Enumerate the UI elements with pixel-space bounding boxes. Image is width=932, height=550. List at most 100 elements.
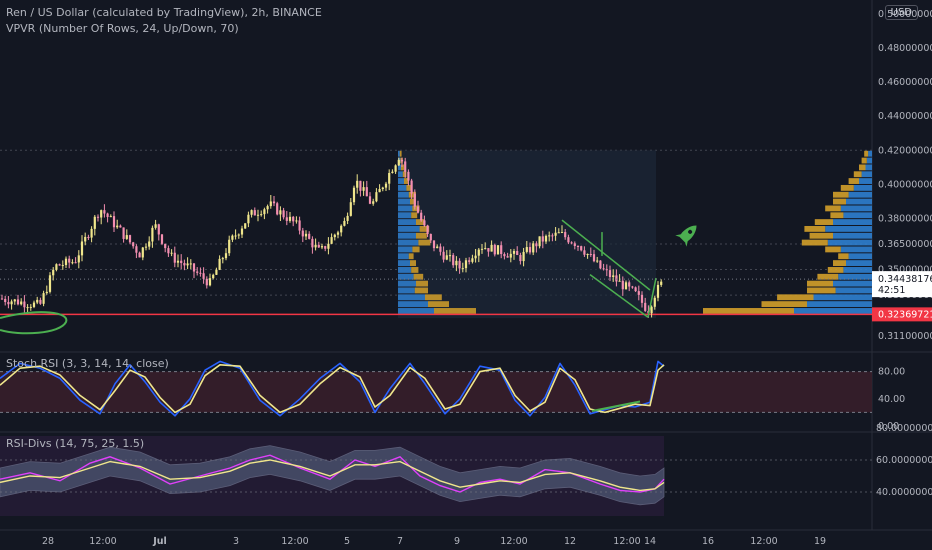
support-price-box [872,307,932,322]
candle-body [532,243,535,253]
candle-body [218,258,221,270]
y-tick-label: 0.36500000 [878,239,932,250]
x-tick-label: 12 [564,536,576,547]
x-tick-label: 14 [644,536,656,547]
candle-body [519,254,522,262]
candle-body [429,233,432,241]
candle-body [621,280,624,290]
candle-body [541,236,544,242]
candle-body [458,260,461,269]
visible-vp-down-bar [801,239,828,246]
visible-vp-up-bar [807,301,872,308]
stoch-series-line [0,360,665,417]
candle-body [192,263,196,272]
trendline-upper [561,219,651,291]
candle-body [116,225,119,228]
range-vp-up-bar [398,260,410,267]
visible-vp-up-bar [835,287,872,294]
candle-body [13,299,16,302]
candle-body [356,180,359,188]
candle-body [154,224,157,228]
range-vp-down-bar [404,178,409,184]
visible-vp-up-bar [859,178,872,184]
candle-body [170,252,173,254]
candle-body [509,253,512,258]
stoch-y-tick: 80.00 [878,367,905,378]
candle-body [250,210,253,215]
candle-body [144,246,148,248]
candle-body [496,245,500,255]
candle-body [452,255,455,266]
candle-body [327,243,330,249]
visible-vp-up-bar [843,267,872,273]
range-vp-down-bar [410,198,416,205]
range-vp-down-bar [411,267,419,273]
candle-body [436,246,439,249]
range-vp-up-bar [398,191,409,198]
range-vp-up-bar [398,232,416,239]
rsi-divs-label[interactable]: RSI-Divs (14, 75, 25, 1.5) [6,437,145,450]
candle-body [20,301,23,305]
candle-body [314,244,317,248]
stoch-series-line [0,364,665,414]
visible-vp-down-bar [827,267,844,273]
candle-body [506,256,509,258]
candle-body [45,291,48,294]
candle-body [557,232,560,234]
candle-body [164,243,167,249]
candle-body [253,210,256,216]
visible-vp-down-bar [848,178,859,184]
candle-body [119,225,122,228]
candle-body [125,235,128,239]
candle-body [426,225,429,234]
stoch-rsi-label[interactable]: Stoch RSI (3, 3, 14, 14, close) [6,357,169,370]
stoch-y-tick: 40.00 [878,394,905,405]
candle-body [36,299,39,303]
candle-body [199,272,202,274]
range-vp-down-bar [413,273,424,280]
candle-body [640,294,644,303]
candle-body [122,227,125,239]
candle-body [400,159,404,162]
candle-body [391,171,394,173]
candle-body [23,301,26,308]
visible-vp-down-bar [838,253,849,260]
candle-body [615,275,618,282]
candle-body [77,255,80,263]
rocket-body [679,225,697,243]
candle-body [212,274,215,279]
visible-vp-down-bar [807,280,833,287]
candle-body [132,242,135,247]
candle-body [567,237,570,243]
candle-body [592,254,596,262]
candle-body [186,263,189,266]
vpvr-indicator-label[interactable]: VPVR (Number Of Rows, 24, Up/Down, 70) [6,22,239,35]
candle-body [48,275,52,292]
candle-body [141,247,144,258]
candle-body [90,228,93,238]
candle-body [279,210,282,215]
candle-body [256,214,260,216]
candle-body [448,255,452,257]
rocket-fin [675,234,688,247]
candle-body [234,235,237,237]
currency-button[interactable]: USD [884,5,918,20]
candle-body [439,246,442,252]
range-vp-up-bar [398,267,412,273]
range-vp-down-bar [414,287,428,294]
visible-vp-up-bar [846,260,872,267]
candle-body [375,192,378,202]
candle-body [42,293,45,304]
candle-body [381,187,384,190]
candle-body [404,161,407,172]
candle-body [340,225,343,233]
candle-body [311,238,314,248]
candle-body [372,201,375,204]
candle-body [96,216,100,218]
candle-body [61,265,64,267]
candle-body [596,260,599,262]
chart-title: Ren / US Dollar (calculated by TradingVi… [6,6,322,19]
trendline-break [647,277,657,318]
candle-body [349,202,352,216]
